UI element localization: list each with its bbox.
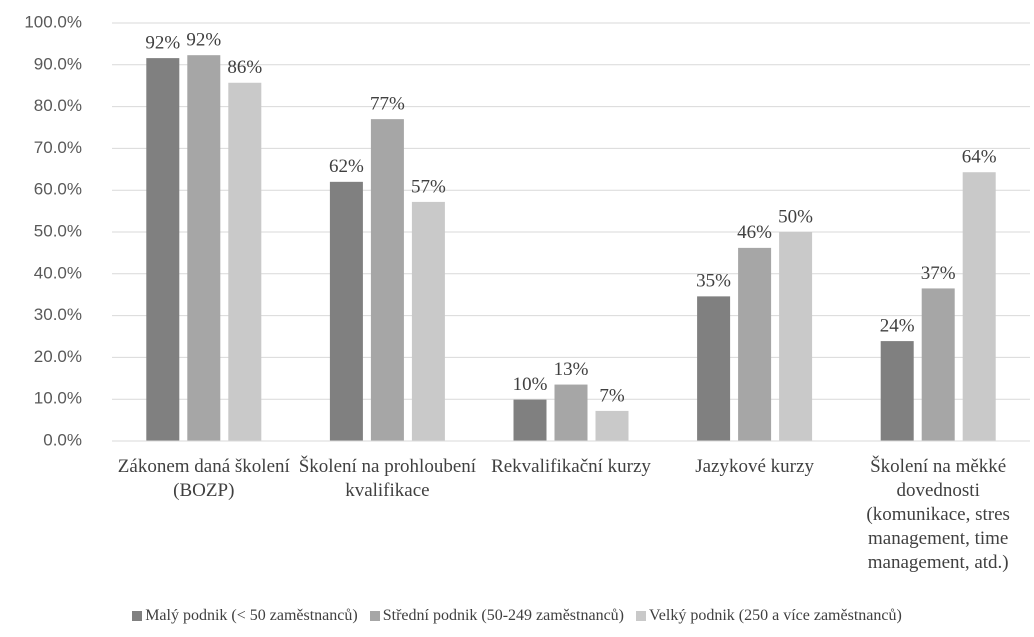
y-tick-label: 100.0% <box>24 12 82 31</box>
legend-item: Malý podnik (< 50 zaměstnanců) <box>132 607 358 625</box>
x-tick-label: Školení na měkké dovednosti (komunikace,… <box>866 456 1010 573</box>
value-label: 64% <box>962 147 997 168</box>
bar <box>329 181 363 441</box>
x-tick-label: Rekvalifikační kurzy <box>491 456 651 477</box>
value-label: 46% <box>737 222 772 243</box>
legend: Malý podnik (< 50 zaměstnanců) Střední po… <box>0 607 1034 625</box>
chart: 0.0% 10.0% 20.0% 30.0% 40.0% 50.0% 60.0% 70.0% 8… <box>24 12 1030 449</box>
legend-item: Střední podnik (50-249 zaměstnanců) <box>369 607 624 625</box>
bar <box>187 55 221 441</box>
value-label: 86% <box>227 57 262 78</box>
legend-label: Velký podnik (250 a více zaměstnanců) <box>649 607 902 624</box>
value-label: 7% <box>599 385 625 406</box>
bar <box>146 58 180 441</box>
value-label: 24% <box>880 315 915 336</box>
legend-swatch <box>132 611 143 621</box>
value-label: 77% <box>370 93 405 114</box>
bar <box>513 399 547 441</box>
x-tick-label: Zákonem daná školení (BOZP) <box>117 456 290 501</box>
y-tick-label: 20.0% <box>34 347 82 366</box>
bar <box>880 341 914 441</box>
bar <box>962 172 996 441</box>
bar <box>411 201 445 441</box>
bar <box>738 247 772 441</box>
bar <box>779 232 813 441</box>
bar <box>228 82 262 442</box>
legend-swatch <box>369 611 380 621</box>
value-label: 13% <box>554 359 589 380</box>
y-tick-label: 50.0% <box>34 221 82 240</box>
legend-swatch <box>636 611 646 621</box>
x-tick-label: Školení na prohloubení kvalifikace <box>298 456 477 501</box>
value-label: 10% <box>513 374 548 395</box>
value-label: 57% <box>411 176 446 197</box>
y-tick-label: 80.0% <box>34 96 82 115</box>
x-tick-label: Jazykové kurzy <box>695 456 814 477</box>
bar <box>370 119 404 441</box>
value-label: 35% <box>696 271 731 292</box>
legend-label: Malý podnik (< 50 zaměstnanců) <box>145 607 358 624</box>
bar <box>554 384 588 441</box>
y-tick-label: 60.0% <box>34 180 82 199</box>
y-tick-label: 0.0% <box>43 430 82 449</box>
bar <box>595 410 629 441</box>
y-tick-label: 30.0% <box>34 305 82 324</box>
value-label: 92% <box>145 32 180 53</box>
y-tick-label: 40.0% <box>34 263 82 282</box>
legend-label: Střední podnik (50-249 zaměstnanců) <box>382 607 624 624</box>
bar <box>921 288 955 441</box>
y-tick-label: 70.0% <box>34 138 82 157</box>
value-label: 62% <box>329 156 364 177</box>
value-label: 92% <box>186 30 221 51</box>
value-label: 50% <box>778 206 813 227</box>
bar <box>697 296 731 441</box>
y-tick-label: 10.0% <box>34 389 82 408</box>
legend-item: Velký podnik (250 a více zaměstnanců) <box>636 607 902 625</box>
y-tick-label: 90.0% <box>34 54 82 73</box>
value-label: 37% <box>921 263 956 284</box>
